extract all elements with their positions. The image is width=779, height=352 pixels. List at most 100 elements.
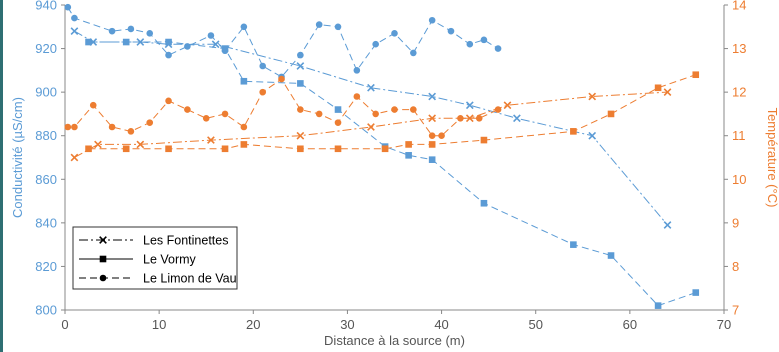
data-point-le-limon-de-vau-temperature — [108, 123, 116, 131]
data-point-le-limon-de-vau-conductivity — [108, 27, 116, 35]
data-point-le-vormy-conductivity — [654, 302, 662, 309]
data-point-le-limon-de-vau-temperature — [221, 110, 229, 118]
data-point-le-limon-de-vau-temperature — [184, 106, 191, 113]
data-point-le-limon-de-vau-temperature — [259, 88, 267, 96]
data-point-le-limon-de-vau-temperature — [372, 110, 379, 118]
data-point-le-vormy-conductivity — [240, 77, 248, 85]
legend-label: Le Limon de Vau — [143, 272, 237, 286]
data-point-le-vormy-temperature — [381, 145, 389, 153]
y-axis-right-label: Température (°C) — [765, 108, 779, 208]
data-point-les-fontinettes-conductivity — [588, 131, 597, 140]
data-point-le-vormy-temperature — [122, 145, 130, 153]
data-point-les-fontinettes-temperature — [428, 114, 437, 123]
y-left-tick-label: 880 — [35, 128, 57, 143]
y-left-tick-label: 840 — [35, 215, 57, 230]
x-axis-label: Distance à la source (m) — [324, 333, 465, 348]
series-line-les-fontinettes-temperature — [74, 91, 668, 158]
data-point-le-limon-de-vau-conductivity — [207, 32, 215, 39]
x-tick-label: 20 — [246, 317, 260, 332]
data-point-le-vormy-conductivity — [692, 289, 700, 296]
legend-marker — [99, 255, 107, 263]
data-point-le-limon-de-vau-temperature — [457, 114, 464, 122]
data-point-le-vormy-conductivity — [607, 252, 615, 259]
data-point-le-limon-de-vau-temperature — [297, 106, 304, 113]
data-point-le-limon-de-vau-temperature — [240, 123, 248, 131]
data-point-les-fontinettes-temperature — [207, 136, 215, 144]
data-point-le-limon-de-vau-temperature — [278, 75, 285, 83]
x-tick-label: 0 — [61, 317, 68, 332]
data-point-le-vormy-temperature — [165, 145, 172, 153]
data-point-le-limon-de-vau-conductivity — [391, 30, 398, 37]
data-point-le-limon-de-vau-temperature — [315, 110, 323, 118]
data-point-le-vormy-temperature — [405, 141, 412, 148]
data-point-le-limon-de-vau-conductivity — [127, 25, 135, 33]
data-point-le-limon-de-vau-conductivity — [240, 23, 248, 31]
data-point-le-limon-de-vau-temperature — [428, 132, 436, 140]
data-point-les-fontinettes-temperature — [367, 123, 375, 131]
legend-label: Les Fontinettes — [143, 234, 228, 248]
legend-group: Les Fontinettes Le Vormy Le Limon de Vau — [72, 226, 238, 290]
y-axis-left-label: Conductivité (µS/cm) — [10, 97, 25, 218]
x-tick-label: 50 — [528, 317, 542, 332]
y-right-tick-label: 12 — [732, 85, 746, 100]
data-point-le-vormy-temperature — [297, 145, 304, 153]
data-point-le-limon-de-vau-temperature — [202, 114, 210, 122]
data-point-le-limon-de-vau-conductivity — [372, 40, 379, 48]
x-tick-label: 70 — [717, 317, 731, 332]
data-point-le-limon-de-vau-conductivity — [410, 49, 417, 57]
data-point-le-limon-de-vau-temperature — [146, 119, 154, 126]
data-point-le-vormy-temperature — [428, 141, 436, 148]
data-point-le-vormy-conductivity — [122, 38, 130, 46]
data-point-les-fontinettes-temperature — [503, 101, 512, 110]
y-left-tick-label: 920 — [35, 41, 57, 56]
data-point-le-limon-de-vau-conductivity — [494, 45, 502, 52]
data-point-le-vormy-temperature — [240, 141, 248, 148]
data-point-les-fontinettes-conductivity — [296, 62, 305, 70]
data-point-les-fontinettes-conductivity — [513, 114, 521, 123]
data-point-le-vormy-temperature — [85, 145, 92, 153]
data-point-le-vormy-conductivity — [405, 152, 412, 159]
y-right-tick-label: 10 — [732, 172, 746, 187]
data-point-le-vormy-conductivity — [480, 199, 488, 207]
data-point-le-vormy-conductivity — [165, 38, 172, 46]
y-left-tick-label: 940 — [35, 0, 57, 13]
data-point-le-limon-de-vau-conductivity — [71, 14, 78, 22]
data-point-le-vormy-temperature — [570, 128, 577, 135]
data-point-le-limon-de-vau-conductivity — [334, 23, 342, 31]
data-point-le-limon-de-vau-conductivity — [184, 43, 191, 50]
data-point-le-limon-de-vau-conductivity — [315, 21, 323, 28]
data-point-le-limon-de-vau-conductivity — [480, 36, 488, 44]
data-point-le-vormy-temperature — [221, 145, 229, 153]
data-point-le-limon-de-vau-conductivity — [165, 51, 172, 59]
y-right-tick-label: 11 — [732, 128, 746, 143]
data-point-les-fontinettes-temperature — [296, 131, 305, 140]
legend-marker — [99, 274, 107, 282]
left-edge-bar — [0, 0, 3, 352]
data-point-les-fontinettes-temperature — [588, 92, 597, 101]
data-point-le-limon-de-vau-temperature — [127, 128, 135, 135]
data-point-le-limon-de-vau-conductivity — [447, 27, 455, 35]
y-left-tick-label: 900 — [35, 85, 57, 100]
data-point-les-fontinettes-temperature — [70, 153, 79, 162]
axes-group: 0 10 20 30 40 50 60 70 800 820 840 860 880 900 920 940 7… — [35, 0, 746, 332]
data-point-les-fontinettes-conductivity — [136, 38, 145, 46]
y-left-tick-label: 860 — [35, 172, 57, 187]
series-line-le-limon-de-vau-conductivity — [67, 6, 499, 78]
data-point-le-vormy-conductivity — [85, 38, 92, 46]
x-tick-label: 10 — [152, 317, 166, 332]
data-point-le-vormy-temperature — [607, 110, 615, 118]
x-tick-label: 40 — [434, 317, 448, 332]
y-left-tick-label: 800 — [35, 303, 57, 318]
data-point-le-vormy-temperature — [692, 71, 700, 79]
data-point-le-limon-de-vau-temperature — [438, 132, 445, 140]
data-point-le-limon-de-vau-conductivity — [64, 3, 72, 11]
data-point-le-limon-de-vau-temperature — [410, 106, 417, 113]
data-point-le-limon-de-vau-temperature — [71, 123, 78, 131]
data-point-les-fontinettes-temperature — [136, 140, 145, 149]
data-point-le-vormy-temperature — [334, 145, 342, 153]
data-point-les-fontinettes-conductivity — [367, 83, 375, 92]
marks-group — [64, 3, 700, 309]
x-tick-label: 30 — [340, 317, 354, 332]
data-point-le-limon-de-vau-temperature — [391, 106, 398, 113]
